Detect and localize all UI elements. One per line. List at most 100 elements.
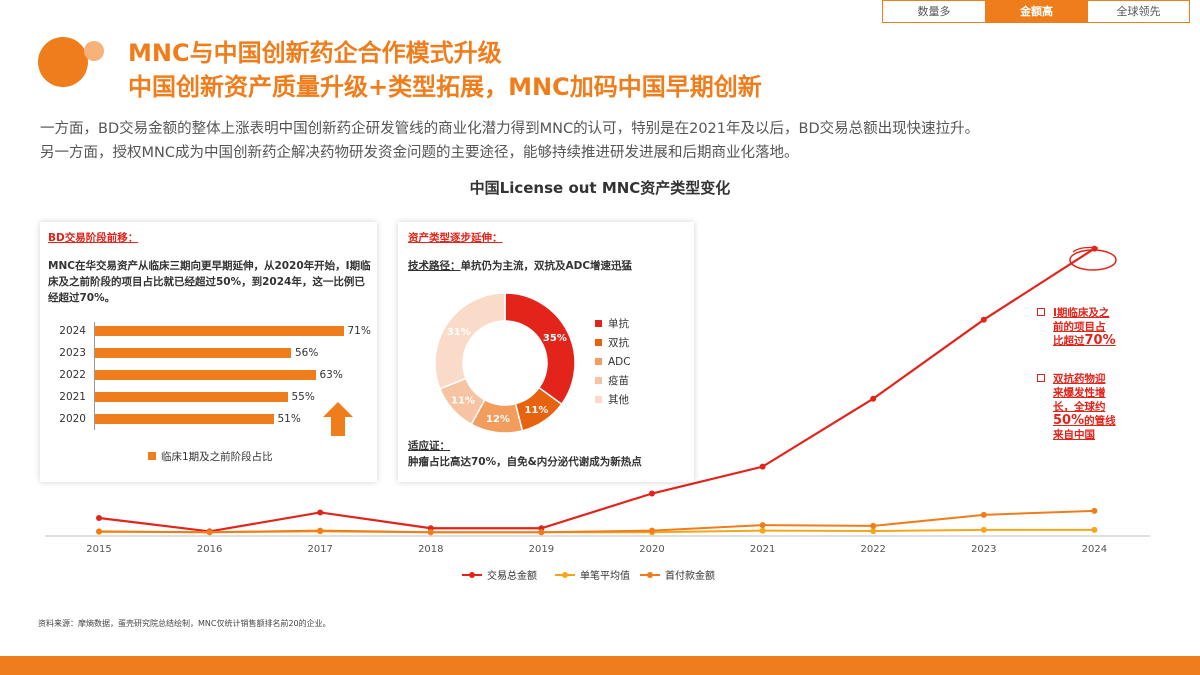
annotation-bispecific-value: 50% bbox=[1053, 413, 1085, 428]
annotation-stage-value: 70% bbox=[1084, 333, 1116, 348]
footer-bar bbox=[0, 656, 1200, 675]
donut-slice-label: 11% bbox=[525, 405, 549, 416]
stage-card-heading: BD交易阶段前移： bbox=[48, 232, 139, 244]
annotation-stage-line-1: I期临床及之 bbox=[1053, 307, 1110, 319]
checkbox-icon bbox=[1037, 374, 1045, 382]
legend-marker bbox=[469, 572, 475, 578]
donut-legend: 单抗双抗 ADC 疫苗其他 bbox=[595, 315, 631, 410]
series-point bbox=[980, 511, 987, 518]
indication-text: 肿瘤占比高达70%，自免&内分泌代谢成为新热点 bbox=[408, 456, 642, 468]
legend-marker bbox=[647, 572, 653, 578]
series-point bbox=[317, 509, 324, 516]
annotation-bispecific-line-2: 来爆发性增 bbox=[1053, 387, 1106, 399]
bar-value-label: 63% bbox=[319, 369, 343, 381]
bar bbox=[95, 392, 288, 402]
annotation-stage: I期临床及之 前的项目占 比超过70% bbox=[1037, 306, 1116, 348]
series-point bbox=[980, 526, 987, 533]
bar-category-label: 2023 bbox=[59, 347, 86, 359]
tab-global-lead[interactable]: 全球领先 bbox=[1087, 1, 1189, 22]
bar-category-label: 2021 bbox=[59, 391, 86, 403]
donut-slice-label: 11% bbox=[451, 396, 475, 407]
logo-icon bbox=[38, 37, 108, 87]
x-tick-label: 2015 bbox=[86, 544, 111, 555]
annotation-bispecific-line-4: 的管线 bbox=[1084, 415, 1116, 427]
top-tabs: 数量多 金额高 全球领先 bbox=[882, 0, 1190, 23]
annotation-stage-line-2: 前的项目占 bbox=[1053, 321, 1106, 333]
series-point bbox=[870, 528, 877, 535]
donut-slice bbox=[434, 292, 506, 390]
series-point bbox=[759, 522, 766, 529]
x-tick-label: 2016 bbox=[197, 544, 222, 555]
intro-text: 一方面，BD交易金额的整体上涨表明中国创新药企研发管线的商业化潜力得到MNC的认… bbox=[40, 117, 979, 165]
stage-card: BD交易阶段前移： MNC在华交易资产从临床三期向更早期延伸，从2020年开始，… bbox=[40, 222, 377, 482]
series-point bbox=[759, 463, 766, 470]
bar bbox=[95, 348, 291, 358]
donut-legend-swatch bbox=[595, 358, 602, 365]
asset-type-donut: 35% 11% 12% 11% 31% bbox=[434, 292, 576, 434]
asset-type-card: 资产类型逐步延伸： 技术路径：单抗仍为主流，双抗及ADC增速迅猛 35% 11% 1… bbox=[398, 222, 694, 482]
line-chart: 2015 2016 2017 2018 2019 2020 2021 2022 2023 2024… bbox=[45, 245, 1150, 582]
tech-path-line: 技术路径：单抗仍为主流，双抗及ADC增速迅猛 bbox=[408, 258, 632, 274]
annotation-bispecific: 双抗药物迎 来爆发性增 长，全球约 50%的管线 来自中国 bbox=[1037, 372, 1116, 442]
donut-legend-item: 其他 bbox=[595, 391, 631, 410]
up-arrow-icon bbox=[323, 402, 353, 436]
series-point bbox=[759, 527, 766, 534]
bar bbox=[95, 414, 274, 424]
annotation-bispecific-line-3: 长，全球约 bbox=[1053, 401, 1106, 413]
intro-line-2: 另一方面，授权MNC成为中国创新药企解决药物研发资金问题的主要途径，能够持续推进… bbox=[40, 145, 799, 161]
donut-legend-item: 双抗 bbox=[595, 334, 631, 353]
donut-legend-swatch bbox=[595, 320, 602, 327]
donut-legend-label: 单抗 bbox=[608, 318, 629, 330]
series-point bbox=[870, 395, 877, 402]
indication-label: 适应证： bbox=[408, 440, 450, 452]
bar bbox=[95, 326, 344, 336]
x-tick-label: 2024 bbox=[1082, 544, 1107, 555]
legend-label: 交易总金额 bbox=[487, 569, 537, 582]
series-point bbox=[1091, 526, 1098, 533]
bar-axis-line bbox=[94, 322, 95, 430]
series-line bbox=[98, 509, 1095, 534]
donut-slice bbox=[504, 292, 576, 406]
series-point bbox=[1091, 245, 1098, 252]
asset-card-heading: 资产类型逐步延伸： bbox=[408, 232, 503, 244]
legend-label: 首付款金额 bbox=[665, 569, 715, 582]
bar-value-label: 51% bbox=[277, 413, 301, 425]
series-point bbox=[317, 527, 324, 534]
x-tick-label: 2017 bbox=[307, 544, 332, 555]
series-point bbox=[96, 514, 102, 521]
page-title: MNC与中国创新药企合作模式升级 中国创新资产质量升级+类型拓展，MNC加码中国… bbox=[128, 36, 762, 104]
bar-category-label: 2020 bbox=[59, 413, 86, 425]
title-line-2: 中国创新资产质量升级+类型拓展，MNC加码中国早期创新 bbox=[128, 73, 762, 101]
x-tick-label: 2020 bbox=[639, 544, 664, 555]
series-line bbox=[98, 247, 1095, 533]
source-note: 资料来源：摩熵数据，蛋壳研究院总结绘制，MNC仅统计销售额排名前20的企业。 bbox=[38, 619, 331, 628]
bar-value-label: 55% bbox=[291, 391, 315, 403]
series-point bbox=[427, 529, 434, 536]
annotation-bispecific-line-1: 双抗药物迎 bbox=[1053, 373, 1106, 385]
series-point bbox=[538, 529, 545, 536]
bar-value-label: 56% bbox=[295, 347, 319, 359]
intro-line-1: 一方面，BD交易金额的整体上涨表明中国创新药企研发管线的商业化潜力得到MNC的认… bbox=[40, 121, 980, 137]
donut-legend-label: 其他 bbox=[608, 394, 629, 406]
donut-legend-swatch bbox=[595, 339, 602, 346]
series-point bbox=[870, 522, 877, 529]
donut-legend-item: 单抗 bbox=[595, 315, 631, 334]
tab-quantity[interactable]: 数量多 bbox=[883, 1, 985, 22]
donut-legend-item: 疫苗 bbox=[595, 372, 631, 391]
bar-value-label: 71% bbox=[347, 325, 371, 337]
annotation-bispecific-line-5: 来自中国 bbox=[1053, 429, 1095, 441]
series-point bbox=[206, 529, 213, 536]
title-line-1: MNC与中国创新药企合作模式升级 bbox=[128, 39, 502, 67]
x-tick-label: 2023 bbox=[971, 544, 996, 555]
donut-slice-label: 31% bbox=[447, 327, 471, 338]
donut-legend-label: ADC bbox=[608, 356, 631, 368]
tab-amount[interactable]: 金额高 bbox=[985, 1, 1087, 22]
legend-label: 单笔平均值 bbox=[580, 569, 630, 582]
tech-path-label: 技术路径： bbox=[408, 260, 461, 272]
bar-category-label: 2024 bbox=[59, 325, 86, 337]
donut-slice-label: 12% bbox=[486, 414, 510, 425]
series-point bbox=[96, 528, 102, 535]
stage-bar-legend: 临床1期及之前阶段占比 bbox=[148, 449, 273, 464]
series-point bbox=[649, 490, 655, 497]
donut-legend-label: 双抗 bbox=[608, 337, 629, 349]
